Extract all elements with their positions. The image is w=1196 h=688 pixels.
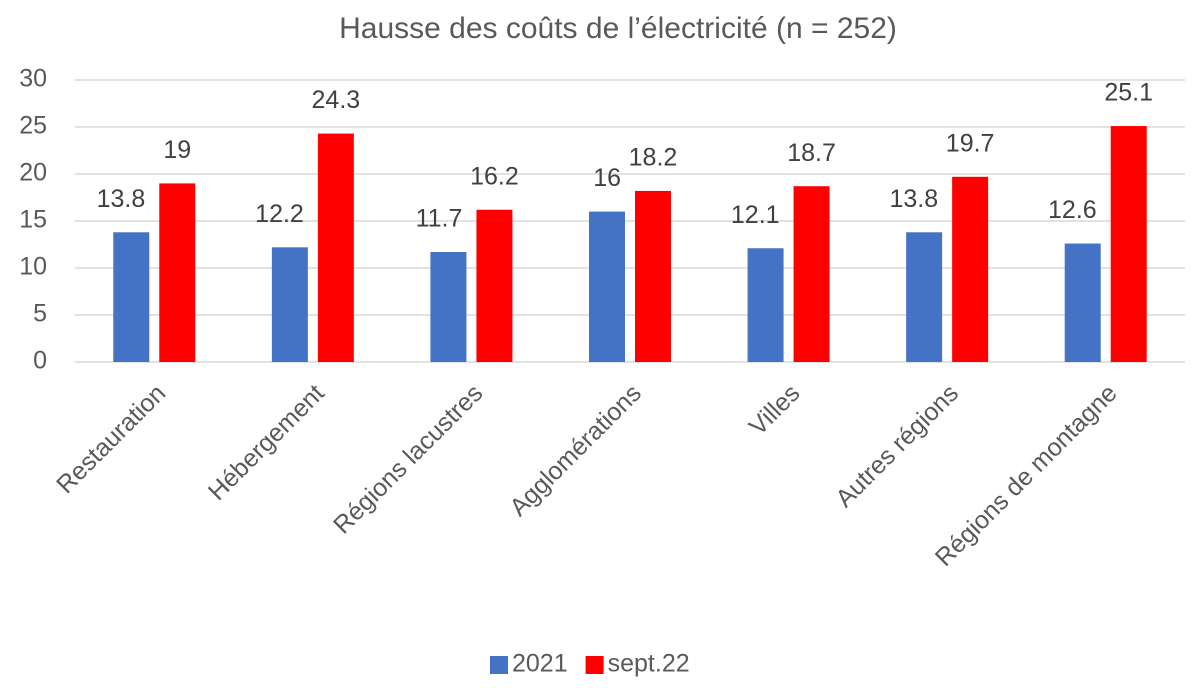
data-label: 11.7: [416, 205, 463, 233]
bar: [1064, 243, 1101, 362]
data-label: 24.3: [312, 86, 361, 114]
data-label: 19: [163, 136, 191, 164]
data-label: 12.6: [1048, 196, 1097, 224]
data-label: 13.8: [97, 185, 146, 213]
data-label: 18.2: [629, 144, 678, 172]
data-label: 12.1: [731, 201, 780, 229]
y-tick-label: 0: [33, 347, 47, 375]
data-label: 16: [593, 164, 621, 192]
y-tick-label: 5: [33, 300, 47, 328]
bar: [589, 211, 625, 362]
x-tick-label: Hébergement: [203, 379, 330, 506]
bar: [793, 186, 830, 362]
legend-label: sept.22: [608, 650, 690, 678]
x-tick-label: Régions lacustres: [328, 379, 488, 539]
bar: [430, 252, 467, 362]
bar: [747, 248, 784, 362]
legend-label: 2021: [512, 650, 568, 678]
data-label: 12.2: [255, 200, 304, 228]
y-tick-label: 30: [19, 65, 47, 93]
bar: [906, 232, 943, 362]
bar: [271, 247, 308, 362]
data-label: 25.1: [1104, 79, 1153, 107]
bar: [476, 209, 513, 362]
legend-swatch: [490, 656, 508, 674]
bar: [159, 183, 196, 362]
bar: [1110, 126, 1147, 362]
data-label: 16.2: [470, 162, 519, 190]
data-label: 13.8: [889, 185, 938, 213]
x-tick-label: Villes: [744, 379, 806, 441]
y-tick-label: 20: [19, 159, 47, 187]
legend-swatch: [585, 656, 604, 674]
x-tick-label: Autres régions: [830, 379, 964, 513]
data-label: 19.7: [946, 129, 995, 157]
x-tick-label: Régions de montagne: [930, 379, 1123, 572]
data-label: 18.7: [787, 139, 836, 167]
bar: [113, 232, 150, 362]
bar: [635, 190, 671, 362]
x-tick-label: Agglomérations: [504, 379, 647, 522]
y-tick-label: 25: [19, 112, 47, 140]
y-tick-label: 10: [19, 253, 47, 281]
bar: [952, 176, 989, 362]
y-tick-label: 15: [19, 206, 47, 234]
chart-title: Hausse des coûts de l’électricité (n = 2…: [339, 12, 897, 45]
bar: [317, 133, 354, 362]
x-tick-label: Restauration: [51, 379, 171, 499]
